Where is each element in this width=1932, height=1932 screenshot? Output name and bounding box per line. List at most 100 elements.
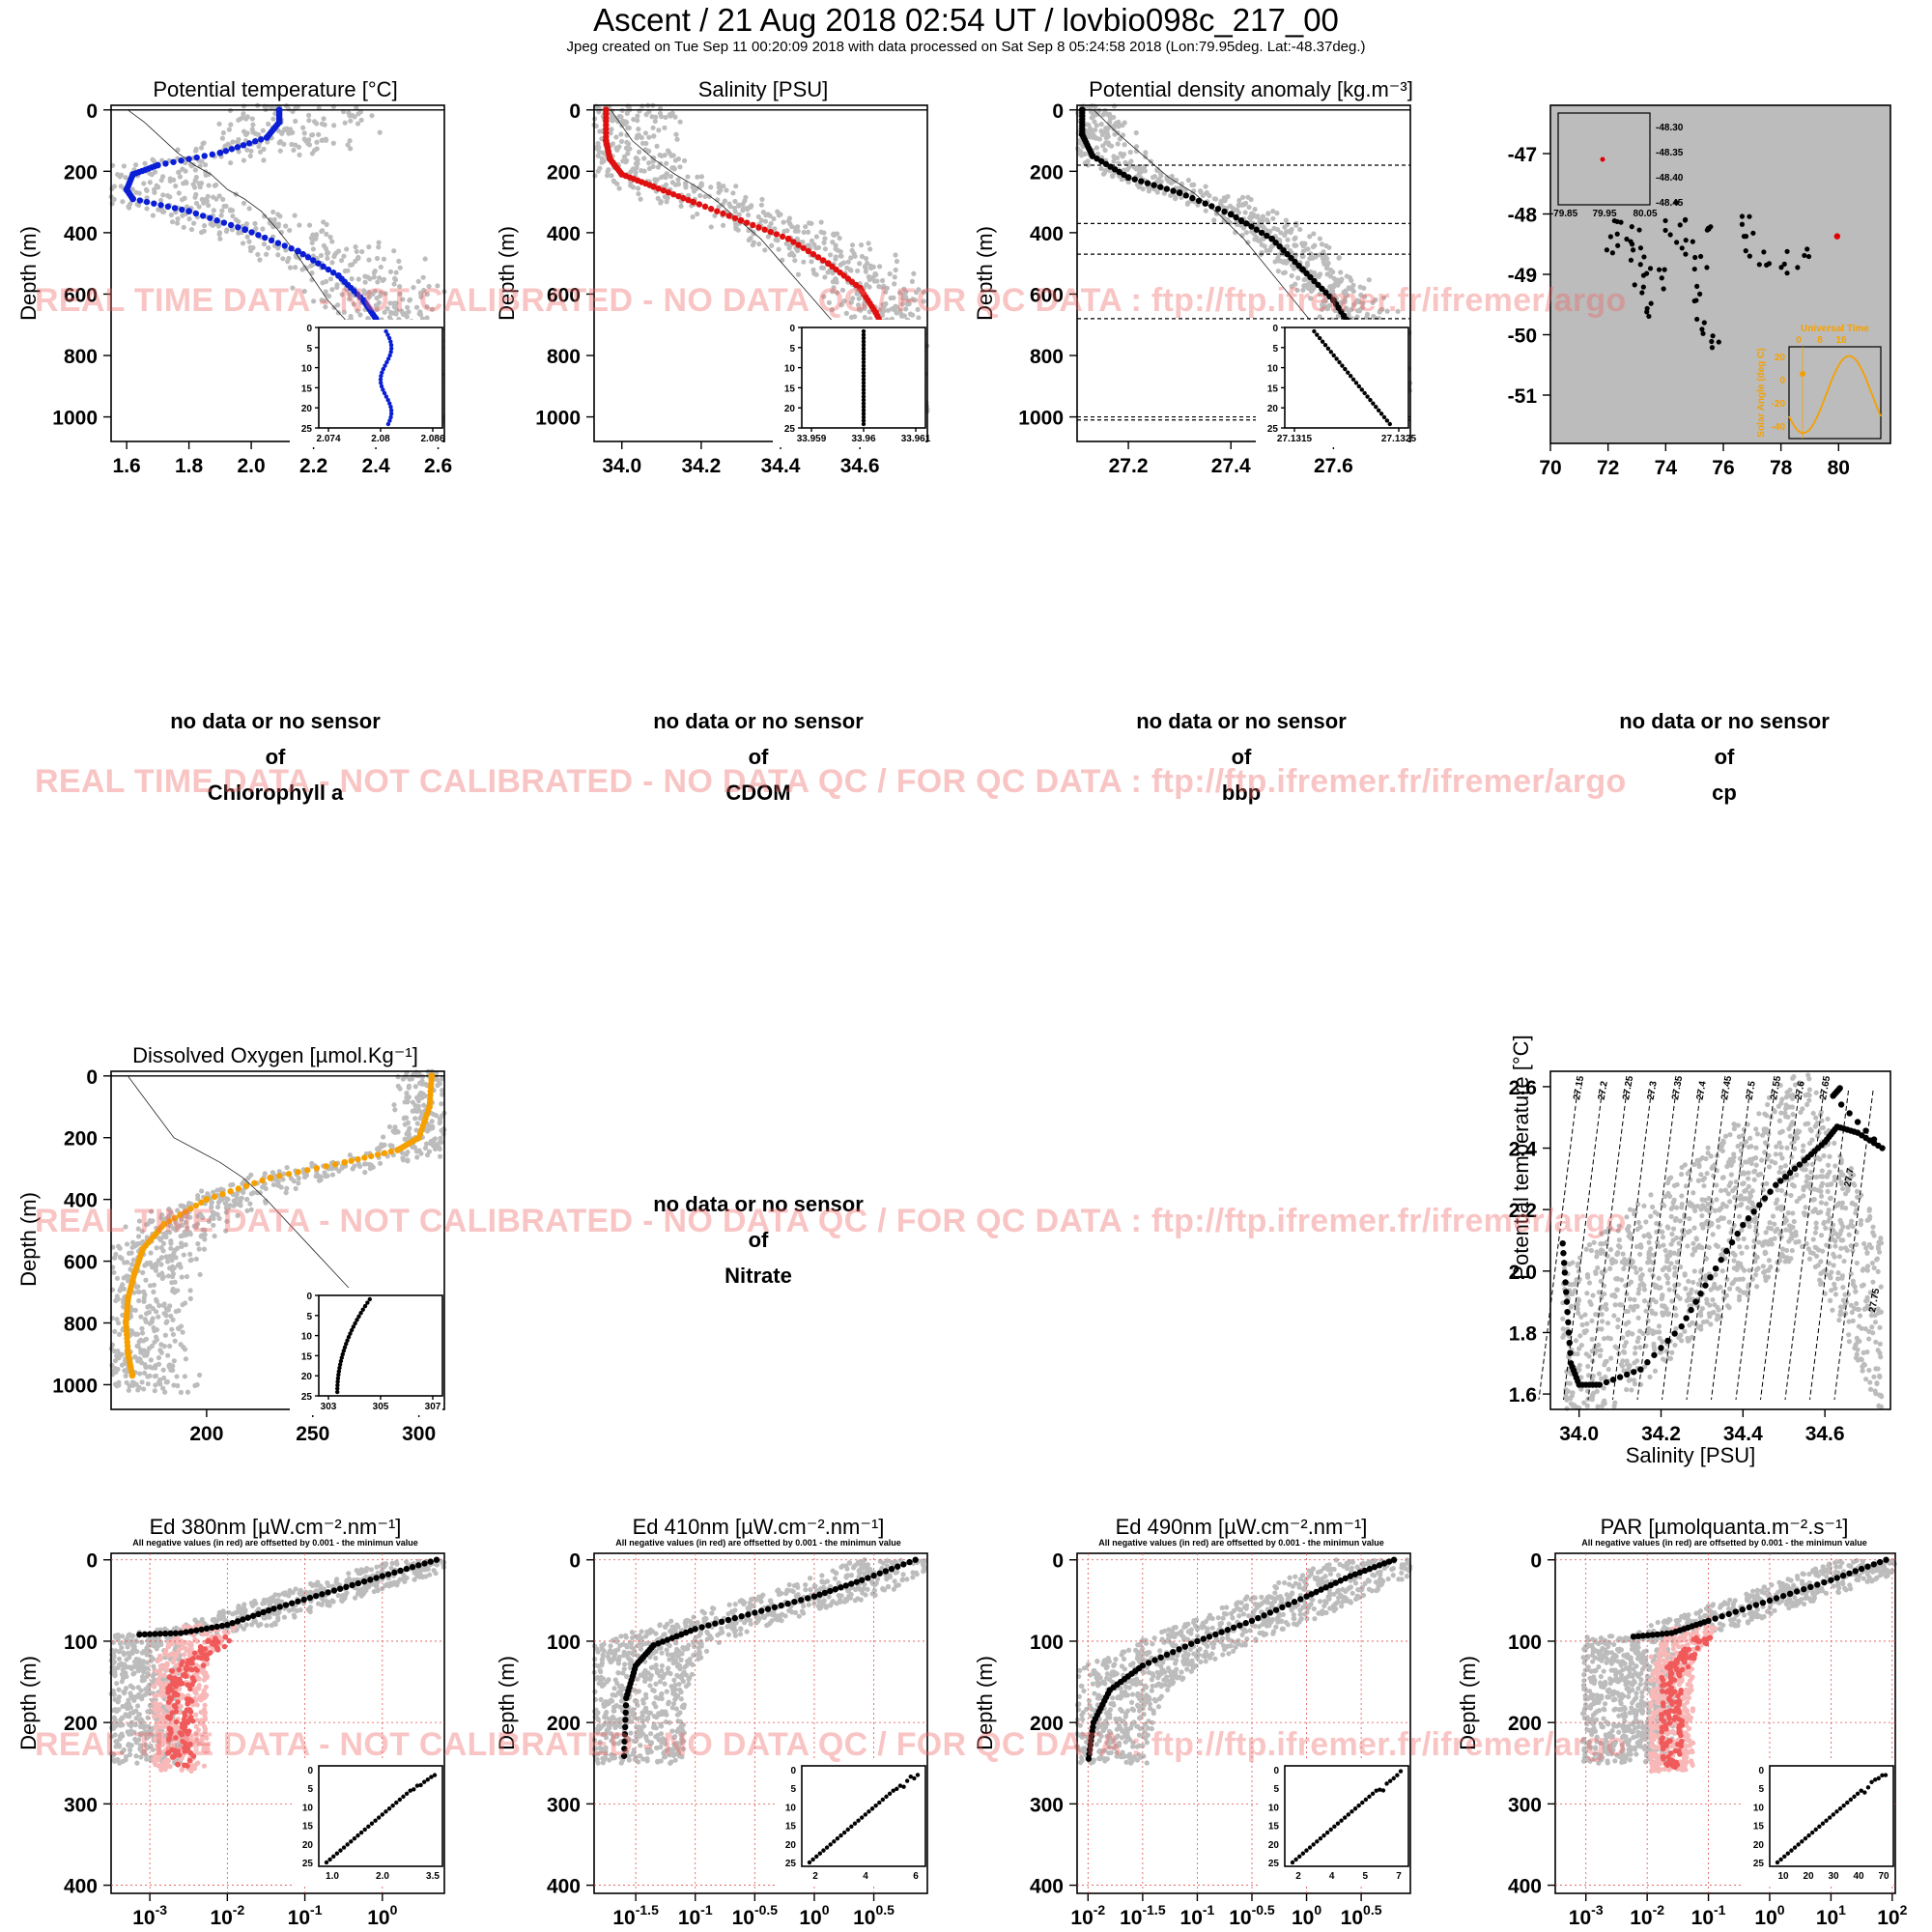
ts-cloud-point — [1766, 1164, 1773, 1170]
temp-cloud-point — [159, 174, 166, 180]
ts-cloud-point — [1576, 1297, 1582, 1303]
temp-inset-ytick-label: 5 — [306, 344, 312, 355]
oxy-cloud-point — [150, 1306, 156, 1312]
ts-cloud-point — [1652, 1368, 1659, 1374]
ts-cloud-point — [1789, 1141, 1795, 1147]
temp-xtick-label: 2.6 — [424, 455, 452, 477]
oxy-cloud-point — [439, 1101, 444, 1107]
temp-xtick-label: 1.6 — [113, 455, 141, 477]
oxy-cloud-point — [170, 1271, 177, 1277]
sal-cloud-point — [859, 253, 866, 260]
temp-data-point — [228, 146, 236, 153]
ts-cloud-point — [1767, 1219, 1773, 1226]
oxy-cloud-point — [169, 1326, 175, 1332]
map-track-point — [1609, 250, 1615, 256]
oxy-cloud-point — [183, 1356, 189, 1362]
oxy-inset-xtick-label: 305 — [373, 1402, 389, 1412]
ts-cloud-point — [1686, 1278, 1691, 1284]
sal-cloud-point — [646, 134, 652, 140]
sal-cloud-point — [758, 202, 765, 208]
sal-cloud-point — [851, 251, 857, 257]
ts-cloud-point — [1832, 1281, 1837, 1287]
oxy-cloud-point — [196, 1246, 202, 1252]
ts-cloud-point — [1620, 1251, 1626, 1257]
oxy-cloud-point — [116, 1331, 123, 1337]
ts-cloud-point — [1627, 1296, 1634, 1302]
oxy-cloud-point — [181, 1252, 186, 1258]
temp-cloud-point — [211, 208, 216, 213]
temp-cloud-point — [226, 127, 232, 132]
map-inset-lat-label: -48.35 — [1656, 148, 1684, 158]
map-sun-ytick-label: 0 — [1779, 376, 1785, 386]
dens-data-point — [1078, 130, 1086, 138]
dens-cloud-point — [1100, 143, 1106, 149]
temp-data-point — [268, 237, 275, 244]
oxy-cloud-point — [199, 1188, 205, 1194]
sal-inset-ytick-label: 15 — [784, 384, 796, 394]
map-inset-position — [1600, 156, 1605, 162]
temp-cloud-point — [310, 131, 316, 138]
oxy-cloud-point — [437, 1081, 442, 1087]
sal-ytick-label: 200 — [547, 161, 581, 184]
sal-cloud-point — [786, 245, 792, 251]
temp-cloud-point — [314, 232, 320, 238]
temp-cloud-point — [310, 246, 317, 252]
ts-cloud-point — [1848, 1242, 1854, 1249]
dens-cloud-point — [1110, 172, 1116, 179]
ts-cloud-point — [1791, 1218, 1797, 1225]
oxy-cloud-point — [156, 1354, 162, 1361]
temp-cloud-point — [374, 255, 381, 262]
sal-cloud-point — [649, 114, 655, 120]
map-track-point — [1639, 290, 1645, 296]
ts-cloud-point — [1871, 1374, 1877, 1379]
dens-cloud-point — [1234, 221, 1240, 227]
map-track-point — [1704, 265, 1710, 270]
temp-cloud-point — [397, 291, 403, 297]
sal-panel-title: Salinity [PSU] — [697, 77, 829, 101]
oxy-cloud-point — [151, 1289, 156, 1294]
ts-cloud-point — [1866, 1241, 1872, 1248]
sal-cloud-point — [756, 241, 762, 247]
dens-data-point — [1268, 235, 1276, 242]
sal-cloud-point — [708, 224, 714, 230]
map-inset-lon-label: 80.05 — [1633, 209, 1657, 219]
ts-cloud-point — [1726, 1199, 1733, 1205]
ts-cloud-point — [1679, 1193, 1685, 1199]
dens-cloud-point — [1289, 272, 1294, 279]
sal-cloud-point — [865, 260, 870, 267]
oxy-cloud-point — [437, 1120, 442, 1126]
oxy-cloud-point — [427, 1126, 433, 1132]
temp-data-point — [274, 240, 282, 246]
oxy-data-point — [415, 1134, 423, 1142]
oxy-cloud-point — [124, 1241, 130, 1247]
sal-data-point — [743, 219, 751, 226]
oxy-data-point — [267, 1174, 274, 1181]
sal-cloud-point — [592, 173, 598, 179]
temp-cloud-point — [358, 117, 364, 123]
sal-cloud-point — [677, 164, 683, 170]
oxy-cloud-point — [182, 1300, 188, 1306]
ts-cloud-point — [1779, 1096, 1785, 1102]
oxy-cloud-point — [168, 1240, 174, 1246]
ts-cloud-point — [1596, 1371, 1603, 1377]
ts-cloud-point — [1776, 1118, 1782, 1123]
temp-cloud-point — [144, 206, 150, 212]
sal-cloud-point — [618, 138, 625, 145]
sal-cloud-point — [866, 241, 871, 246]
temp-cloud-point — [347, 291, 353, 298]
sal-cloud-point — [642, 147, 648, 153]
temp-cloud-point — [424, 291, 430, 298]
ts-cloud-point — [1763, 1277, 1769, 1283]
map-track-point — [1632, 282, 1637, 288]
temp-cloud-point — [352, 114, 357, 120]
sal-cloud-point — [721, 184, 726, 189]
dens-cloud-point — [1236, 202, 1242, 209]
oxy-cloud-point — [296, 1180, 301, 1186]
temp-cloud-point — [313, 236, 319, 242]
sal-data-point — [602, 137, 610, 144]
temp-cloud-point — [297, 152, 302, 157]
ts-cloud-point — [1637, 1251, 1643, 1258]
temp-cloud-point — [228, 122, 234, 128]
sal-cloud-point — [639, 103, 645, 109]
oxy-cloud-point — [296, 1176, 301, 1181]
